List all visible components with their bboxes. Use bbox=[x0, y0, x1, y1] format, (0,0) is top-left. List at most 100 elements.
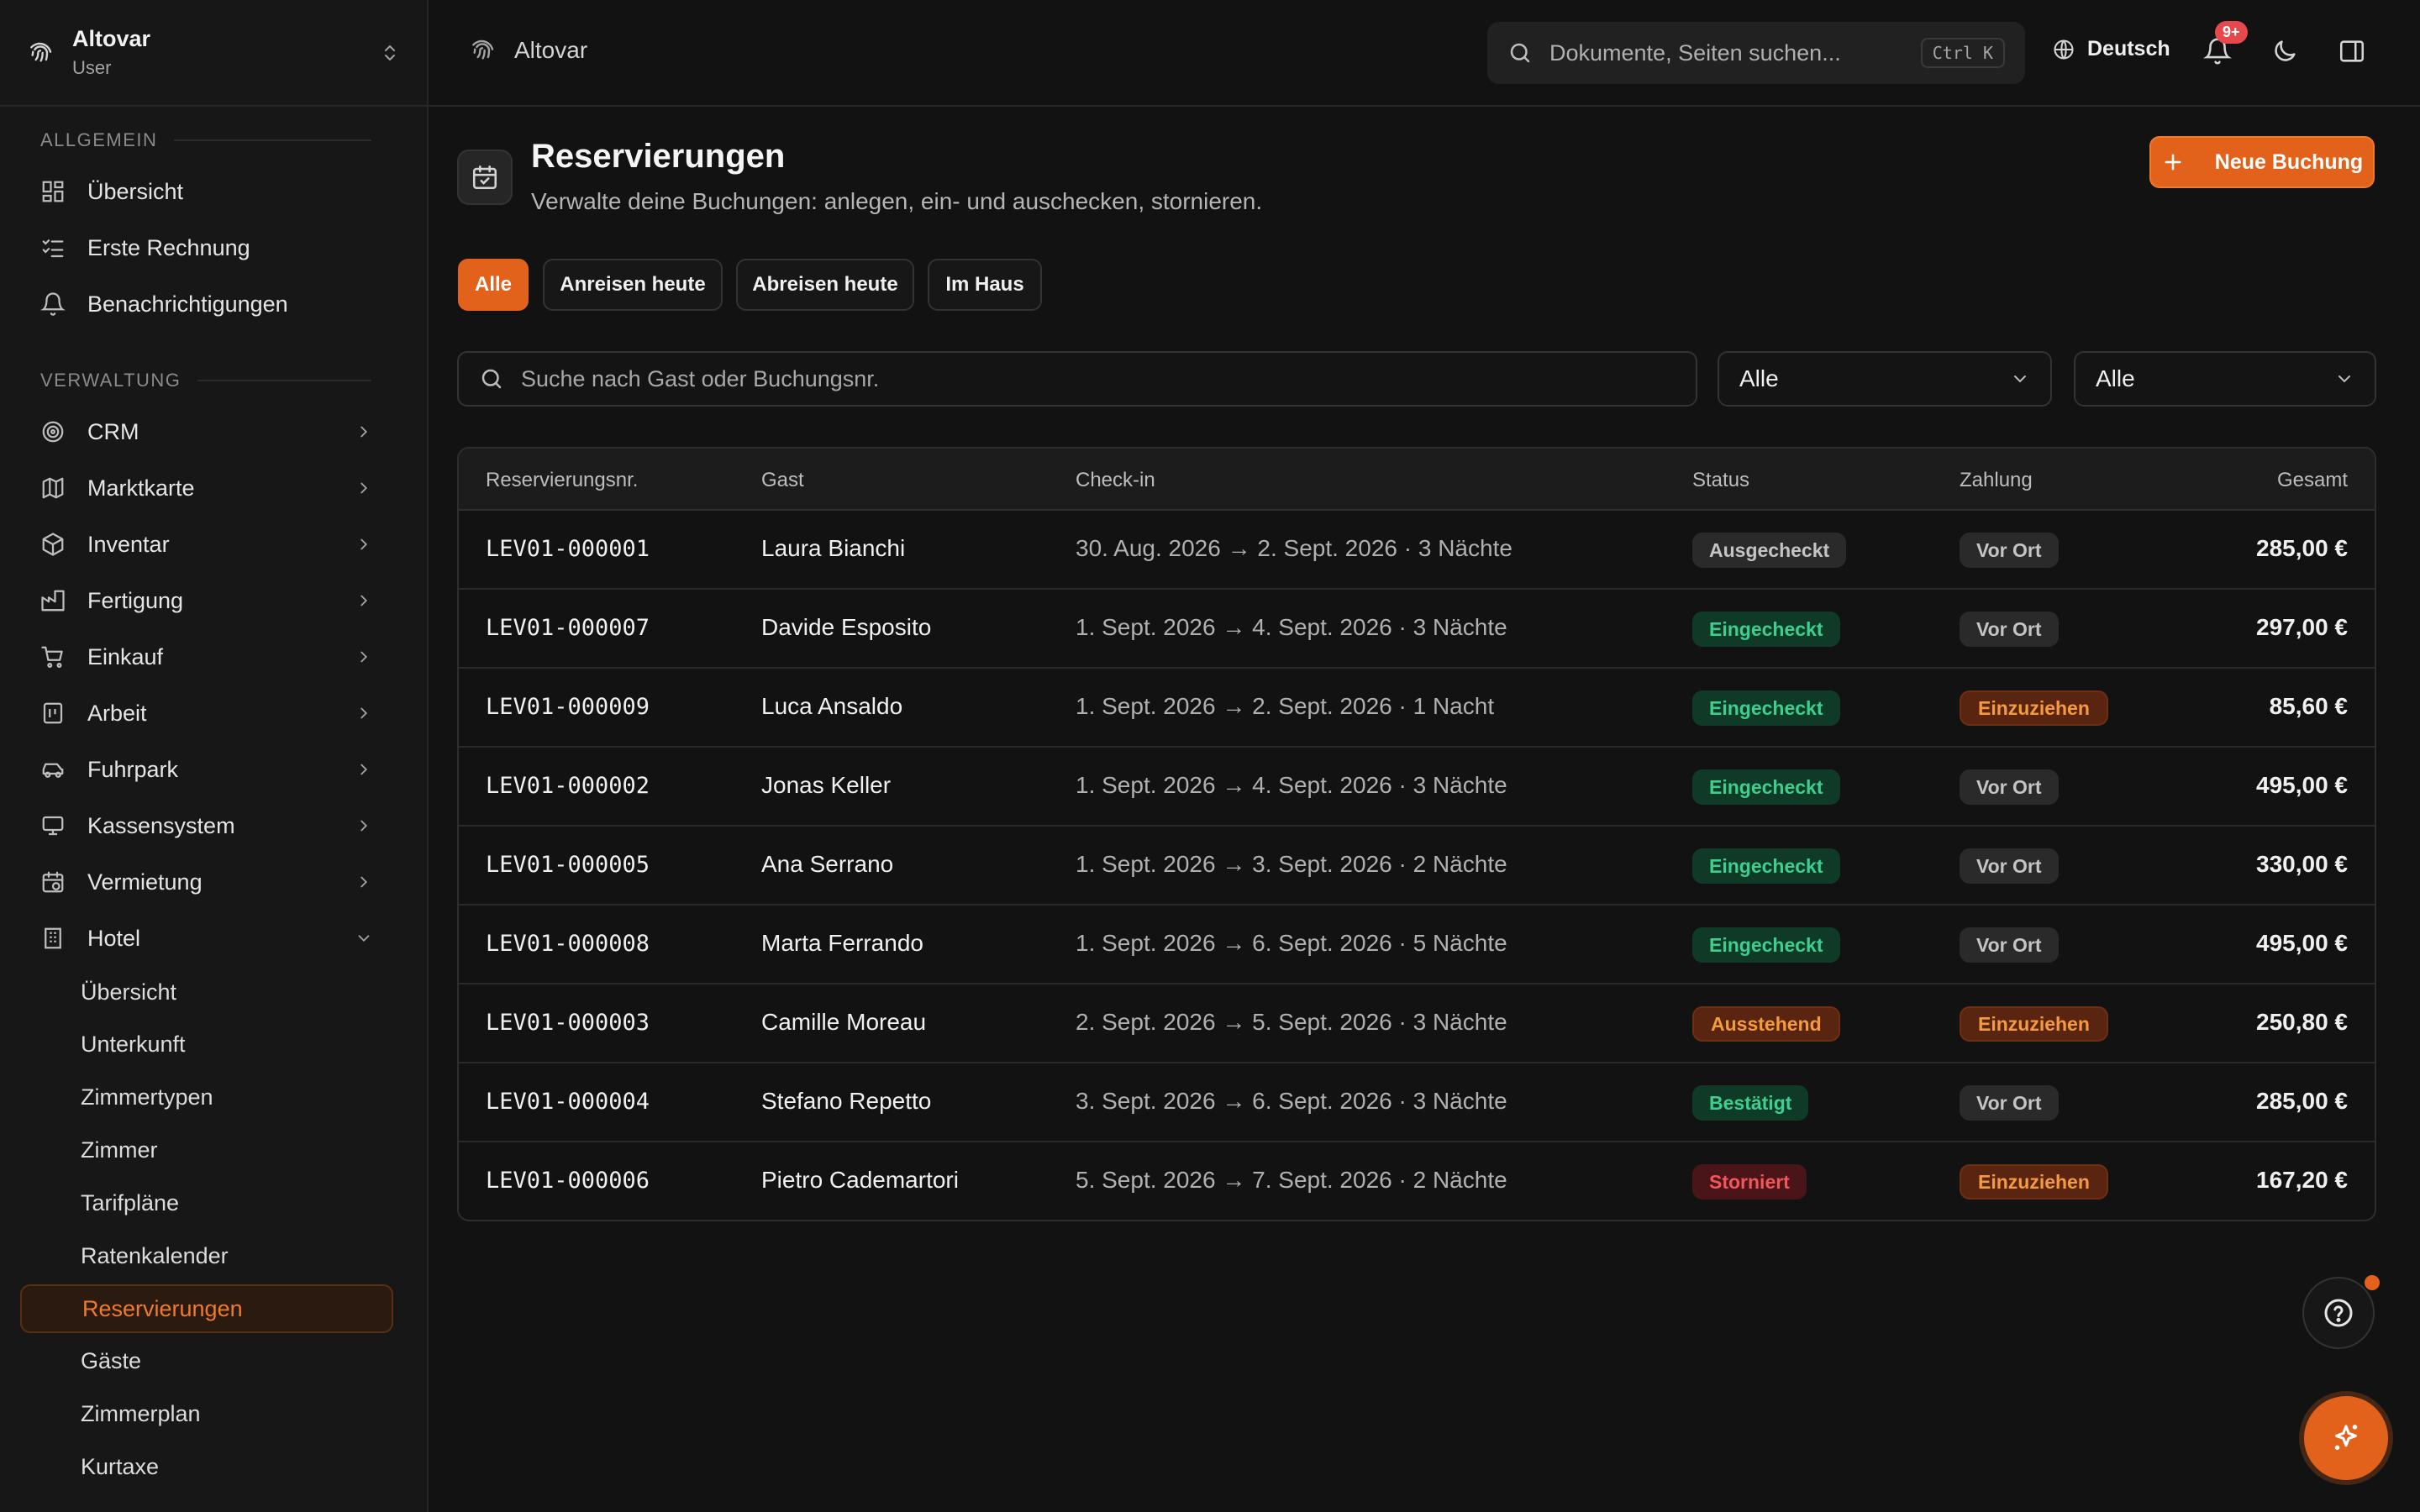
breadcrumb[interactable]: Altovar bbox=[469, 37, 587, 64]
global-search-input[interactable]: Dokumente, Seiten suchen... Ctrl K bbox=[1487, 22, 2025, 84]
sidebar-item-purchasing[interactable]: Einkauf bbox=[20, 632, 393, 682]
checkin-range: 1. Sept. 2026 → 3. Sept. 2026 · 2 Nächte bbox=[1076, 851, 1507, 877]
filter-in-house[interactable]: Im Haus bbox=[928, 259, 1042, 311]
status-select[interactable]: Alle bbox=[1718, 351, 2052, 407]
sidebar-item-manufacturing[interactable]: Fertigung bbox=[20, 575, 393, 626]
workspace-switcher[interactable]: Altovar User bbox=[0, 0, 427, 107]
section-label-general: ALLGEMEIN bbox=[40, 129, 371, 151]
question-circle-icon bbox=[2324, 1299, 2353, 1327]
table-row[interactable]: LEV01-000004 Stefano Repetto 3. Sept. 2026… bbox=[459, 1063, 2375, 1142]
column-header-id[interactable]: Reservierungsnr. bbox=[486, 469, 639, 491]
calendar-clock-icon bbox=[42, 871, 64, 893]
table-row[interactable]: LEV01-000009 Luca Ansaldo 1. Sept. 2026 → … bbox=[459, 669, 2375, 748]
reservation-search-placeholder: Suche nach Gast oder Buchungsnr. bbox=[521, 365, 880, 391]
sidebar-item-inventory[interactable]: Inventar bbox=[20, 519, 393, 570]
reservation-id: LEV01-000006 bbox=[486, 1168, 650, 1194]
sidebar-item-notifications[interactable]: Benachrichtigungen bbox=[20, 279, 393, 329]
status-badge: Eingecheckt bbox=[1692, 612, 1840, 647]
guest-name: Marta Ferrando bbox=[761, 930, 923, 956]
checkin-range: 1. Sept. 2026 → 4. Sept. 2026 · 3 Nächte bbox=[1076, 614, 1507, 640]
reservation-id: LEV01-000002 bbox=[486, 773, 650, 799]
sidebar-subitem-reservations[interactable]: Reservierungen bbox=[20, 1284, 393, 1333]
guest-name: Laura Bianchi bbox=[761, 535, 906, 561]
language-switcher[interactable]: Deutsch bbox=[2052, 37, 2170, 61]
chevron-right-icon bbox=[360, 538, 368, 550]
payment-select-value: Alle bbox=[2096, 365, 2135, 391]
table-row[interactable]: LEV01-000001 Laura Bianchi 30. Aug. 2026 →… bbox=[459, 511, 2375, 590]
reservation-search-input[interactable]: Suche nach Gast oder Buchungsnr. bbox=[457, 351, 1697, 407]
sidebar-item-pos[interactable]: Kassensystem bbox=[20, 801, 393, 851]
sidebar-item-work[interactable]: Arbeit bbox=[20, 688, 393, 738]
sidebar-subitem-accommodation[interactable]: Unterkunft bbox=[81, 1031, 186, 1057]
checkin-range: 3. Sept. 2026 → 6. Sept. 2026 · 3 Nächte bbox=[1076, 1088, 1507, 1114]
map-icon bbox=[42, 477, 64, 499]
sidebar-item-label: Einkauf bbox=[87, 643, 164, 669]
table-row[interactable]: LEV01-000002 Jonas Keller 1. Sept. 2026 → … bbox=[459, 748, 2375, 827]
sidebar-item-rental[interactable]: Vermietung bbox=[20, 857, 393, 907]
chevron-down-icon bbox=[2014, 375, 2026, 383]
payment-select[interactable]: Alle bbox=[2074, 351, 2376, 407]
page-icon bbox=[457, 150, 513, 205]
filter-arrivals-today[interactable]: Anreisen heute bbox=[543, 259, 723, 311]
payment-badge: Vor Ort bbox=[1960, 769, 2059, 805]
sidebar-item-hotel[interactable]: Hotel bbox=[20, 913, 393, 963]
sidebar-item-label: Kassensystem bbox=[87, 812, 235, 838]
chevron-right-icon bbox=[360, 764, 368, 775]
reservation-id: LEV01-000009 bbox=[486, 694, 650, 720]
sidebar-item-label: Vermietung bbox=[87, 869, 203, 895]
table-row[interactable]: LEV01-000005 Ana Serrano 1. Sept. 2026 → 3… bbox=[459, 827, 2375, 906]
car-icon bbox=[42, 763, 64, 778]
table-row[interactable]: LEV01-000008 Marta Ferrando 1. Sept. 2026 … bbox=[459, 906, 2375, 984]
table-row[interactable]: LEV01-000006 Pietro Cademartori 5. Sept. 2… bbox=[459, 1142, 2375, 1220]
sidebar-subitem-rate-calendar[interactable]: Ratenkalender bbox=[81, 1242, 229, 1268]
clipboard-icon bbox=[43, 702, 63, 724]
help-button[interactable] bbox=[2302, 1277, 2375, 1349]
guest-name: Luca Ansaldo bbox=[761, 693, 903, 719]
new-booking-button[interactable]: Neue Buchung bbox=[2149, 136, 2375, 188]
sidebar-subitem-hotel-overview[interactable]: Übersicht bbox=[81, 979, 177, 1005]
sidebar-subitem-tourist-tax[interactable]: Kurtaxe bbox=[81, 1453, 160, 1479]
ai-assistant-button[interactable] bbox=[2304, 1396, 2388, 1480]
moon-icon[interactable] bbox=[2270, 37, 2299, 66]
sidebar-subitem-room-plan[interactable]: Zimmerplan bbox=[81, 1400, 201, 1426]
bell-icon[interactable] bbox=[2203, 37, 2232, 66]
status-badge: Ausstehend bbox=[1692, 1006, 1840, 1042]
page-subtitle: Verwalte deine Buchungen: anlegen, ein- … bbox=[531, 188, 1263, 214]
breadcrumb-label: Altovar bbox=[514, 37, 588, 63]
reservation-id: LEV01-000004 bbox=[486, 1089, 650, 1115]
sidebar-item-overview[interactable]: Übersicht bbox=[20, 166, 393, 217]
sidebar-subitem-rate-plans[interactable]: Tarifpläne bbox=[81, 1189, 180, 1215]
sidebar-item-market-map[interactable]: Marktkarte bbox=[20, 463, 393, 513]
new-booking-label: Neue Buchung bbox=[2214, 150, 2364, 174]
sidebar-item-label: Übersicht bbox=[87, 178, 184, 204]
cart-icon bbox=[41, 646, 63, 668]
total-amount: 285,00 € bbox=[2256, 1088, 2348, 1114]
column-header-total[interactable]: Gesamt bbox=[2276, 469, 2348, 491]
sidebar-item-first-invoice[interactable]: Erste Rechnung bbox=[20, 223, 393, 273]
sidebar-item-label: CRM bbox=[87, 418, 139, 444]
search-icon bbox=[481, 369, 502, 389]
column-header-status[interactable]: Status bbox=[1692, 469, 1750, 491]
column-header-checkin[interactable]: Check-in bbox=[1076, 469, 1155, 491]
chevron-right-icon bbox=[360, 707, 368, 719]
sidebar-toggle-icon[interactable] bbox=[2338, 37, 2366, 66]
table-row[interactable]: LEV01-000007 Davide Esposito 1. Sept. 2026… bbox=[459, 590, 2375, 669]
column-header-guest[interactable]: Gast bbox=[761, 469, 804, 491]
sidebar-item-label: Fertigung bbox=[87, 587, 184, 613]
filter-departures-today[interactable]: Abreisen heute bbox=[736, 259, 914, 311]
sidebar-item-label: Hotel bbox=[87, 925, 141, 951]
sidebar-subitem-rooms[interactable]: Zimmer bbox=[81, 1137, 158, 1163]
sidebar-subitem-guests[interactable]: Gäste bbox=[81, 1347, 142, 1373]
filter-all[interactable]: Alle bbox=[458, 259, 529, 311]
column-header-payment[interactable]: Zahlung bbox=[1960, 469, 2033, 491]
sidebar-item-fleet[interactable]: Fuhrpark bbox=[20, 744, 393, 795]
chevron-right-icon bbox=[360, 876, 368, 888]
checkin-range: 1. Sept. 2026 → 4. Sept. 2026 · 3 Nächte bbox=[1076, 772, 1507, 798]
workspace-name: Altovar bbox=[72, 26, 151, 51]
box-icon bbox=[42, 533, 64, 556]
sidebar-subitem-room-types[interactable]: Zimmertypen bbox=[81, 1084, 213, 1110]
sidebar-item-crm[interactable]: CRM bbox=[20, 407, 393, 457]
reservation-id: LEV01-000005 bbox=[486, 852, 650, 878]
status-badge: Storniert bbox=[1692, 1164, 1807, 1200]
table-row[interactable]: LEV01-000003 Camille Moreau 2. Sept. 2026 … bbox=[459, 984, 2375, 1063]
